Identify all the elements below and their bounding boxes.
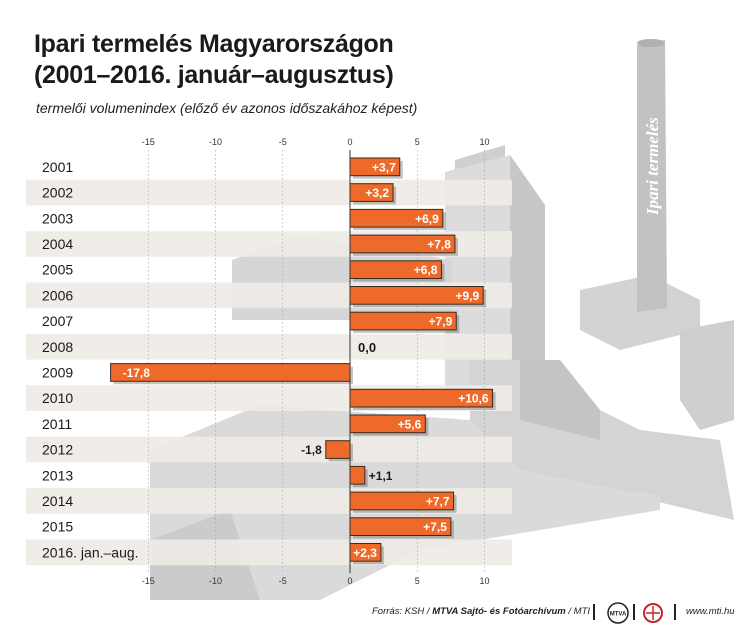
bar-value-label: -1,8 (301, 443, 322, 457)
tick-label-top: -10 (209, 137, 222, 147)
tick-label-bottom: -5 (279, 576, 287, 586)
bar-value-label: +7,5 (423, 520, 447, 534)
bar-value-label: +3,2 (365, 186, 389, 200)
category-label: 2006 (42, 287, 73, 303)
bar-value-label: +10,6 (458, 392, 489, 406)
axes: -15 -15 -10 -10 -5 -5 0 0 5 5 10 10 (142, 137, 490, 586)
tick-label-bottom: 5 (415, 576, 420, 586)
row-band (26, 539, 512, 566)
row-band (26, 333, 512, 360)
mtva-logo-text: MTVA (610, 612, 627, 618)
bar-value-label: +6,9 (415, 212, 439, 226)
tall-building-side (510, 155, 545, 395)
tick-label-bottom: 0 (347, 576, 352, 586)
category-label: 2013 (42, 467, 73, 483)
tick-label-bottom: -15 (142, 576, 155, 586)
bar-value-label: -17,8 (123, 366, 151, 380)
category-label: 2016. jan.–aug. (42, 544, 139, 560)
footer-separator (674, 604, 676, 620)
tick-label-top: 10 (479, 137, 489, 147)
tick-label-top: 5 (415, 137, 420, 147)
bar-value-label: +5,6 (398, 417, 422, 431)
source-prefix: Forrás: KSH / (372, 606, 433, 617)
category-label: 2003 (42, 210, 73, 226)
tick-label-top: -15 (142, 137, 155, 147)
bar-value-label: +7,7 (426, 494, 450, 508)
row-bands: 2001 2002 2003 2004 2005 2006 2007 2008 2009 2010… (26, 159, 512, 566)
right-building (680, 320, 734, 430)
category-label: 2009 (42, 364, 73, 380)
source-bold: MTVA Sajtó- és Fotóarchívum (432, 606, 566, 617)
chimney-illustration: Ipari termelés (637, 39, 667, 312)
title-line-2: (2001–2016. január–augusztus) (34, 61, 394, 89)
footer-separator (633, 604, 635, 620)
mtva-logo: MTVA (607, 602, 629, 624)
bar-value-label: +7,9 (429, 315, 453, 329)
row-band (26, 179, 512, 206)
category-label: 2005 (42, 262, 73, 278)
tick-label-bottom: 10 (479, 576, 489, 586)
category-label: 2010 (42, 390, 73, 406)
bar-value-label: +6,8 (414, 263, 438, 277)
chimney-base (580, 275, 700, 350)
bar-value-label: +9,9 (455, 289, 479, 303)
tick-label-bottom: -10 (209, 576, 222, 586)
chart-subtitle: termelői volumenindex (előző év azonos i… (36, 100, 418, 116)
bar-value-label: +2,3 (353, 546, 377, 560)
source-suffix: / MTI (565, 606, 591, 617)
category-label: 2014 (42, 493, 73, 509)
mti-logo (643, 603, 663, 623)
source-footer: Forrás: KSH / MTVA Sajtó- és Fotóarchívu… (372, 606, 590, 617)
footer-separator (593, 604, 595, 620)
factory-hall-shade (520, 360, 600, 440)
tick-label-top: -5 (279, 137, 287, 147)
category-label: 2002 (42, 185, 73, 201)
category-label: 2001 (42, 159, 73, 175)
category-label: 2004 (42, 236, 73, 252)
category-label: 2011 (42, 416, 72, 432)
category-label: 2015 (42, 519, 73, 535)
chart-title: Ipari termelés Magyarországon (2001–2016… (34, 29, 394, 91)
bar (349, 465, 366, 485)
website-url: www.mti.hu (686, 606, 734, 617)
row-band (26, 436, 512, 463)
bar-value-label: +7,8 (427, 237, 451, 251)
title-line-1: Ipari termelés Magyarországon (34, 30, 394, 58)
chimney-top (637, 39, 665, 47)
bar-value-label: +3,7 (372, 160, 396, 174)
bar (325, 440, 351, 459)
bar-value-label: +1,1 (369, 469, 393, 483)
bar-value-label: 0,0 (358, 340, 376, 355)
category-label: 2008 (42, 339, 73, 355)
category-label: 2012 (42, 442, 73, 458)
category-label: 2007 (42, 313, 73, 329)
chimney-label: Ipari termelés (643, 117, 662, 216)
tick-label-top: 0 (347, 137, 352, 147)
chimney (637, 40, 667, 312)
